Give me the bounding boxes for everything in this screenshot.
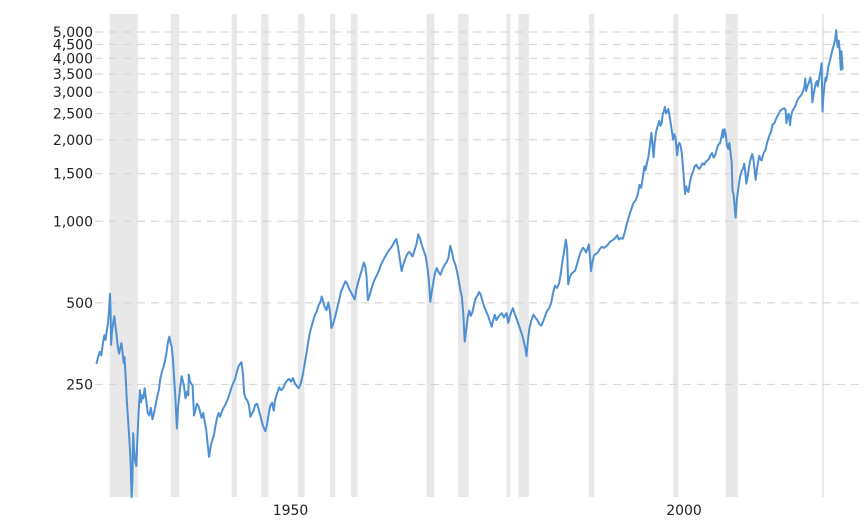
recession-band	[589, 14, 595, 497]
recession-band	[109, 14, 138, 497]
recession-band	[673, 14, 679, 497]
recession-band	[261, 14, 269, 497]
recession-band	[518, 14, 529, 497]
y-axis-tick-label: 1,500	[53, 167, 93, 183]
y-axis-tick-label: 2,000	[53, 133, 93, 149]
y-axis-tick-label: 250	[66, 377, 93, 393]
recession-band	[231, 14, 237, 497]
y-axis-tick-label: 500	[66, 296, 93, 312]
recession-band	[351, 14, 358, 497]
recession-band	[170, 14, 180, 497]
y-axis-tick-label: 5,000	[53, 25, 93, 41]
y-axis-tick-label: 4,500	[53, 37, 93, 53]
y-axis-tick-label: 2,500	[53, 107, 93, 123]
recession-band	[822, 14, 824, 497]
recession-band	[330, 14, 336, 497]
x-axis-tick-label: 2000	[666, 503, 702, 519]
recession-band	[506, 14, 511, 497]
recession-band	[725, 14, 738, 497]
y-axis-tick-label: 3,500	[53, 67, 93, 83]
recession-band	[458, 14, 469, 497]
recession-band	[297, 14, 305, 497]
x-axis-tick-label: 1950	[273, 503, 309, 519]
y-axis-tick-label: 3,000	[53, 85, 93, 101]
price-line	[95, 29, 844, 498]
y-axis-tick-label: 1,000	[53, 214, 93, 230]
y-axis-tick-label: 4,000	[53, 51, 93, 67]
recession-band	[426, 14, 435, 497]
